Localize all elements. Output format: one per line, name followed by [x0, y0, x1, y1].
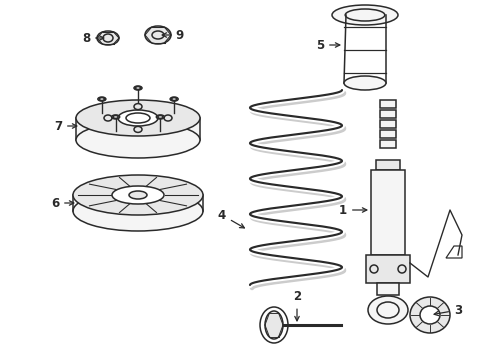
Ellipse shape: [419, 306, 439, 324]
Ellipse shape: [73, 175, 203, 215]
Bar: [76, 118, 200, 140]
Text: 3: 3: [433, 303, 461, 316]
Ellipse shape: [118, 110, 158, 126]
Ellipse shape: [156, 115, 164, 119]
Ellipse shape: [76, 100, 200, 136]
Bar: [379, 110, 395, 118]
Ellipse shape: [409, 297, 449, 333]
Bar: [370, 170, 404, 255]
Text: 1: 1: [338, 203, 366, 216]
Bar: [376, 283, 398, 295]
Text: 6: 6: [51, 197, 74, 210]
Text: 5: 5: [315, 39, 339, 51]
Ellipse shape: [73, 191, 203, 231]
Ellipse shape: [134, 86, 142, 90]
Bar: [365, 255, 409, 283]
Text: 7: 7: [54, 120, 77, 132]
Ellipse shape: [343, 76, 385, 90]
Text: 2: 2: [292, 291, 301, 321]
Ellipse shape: [367, 296, 407, 324]
Text: 4: 4: [218, 208, 244, 228]
Ellipse shape: [170, 97, 178, 101]
Bar: [379, 100, 395, 108]
Ellipse shape: [98, 97, 105, 101]
Text: 9: 9: [162, 28, 184, 41]
Ellipse shape: [97, 31, 119, 45]
Bar: [379, 120, 395, 128]
Ellipse shape: [76, 122, 200, 158]
Ellipse shape: [145, 26, 171, 44]
Ellipse shape: [129, 191, 147, 199]
Text: 8: 8: [81, 32, 103, 45]
Ellipse shape: [331, 5, 397, 25]
Bar: [379, 130, 395, 138]
Bar: [379, 140, 395, 148]
Bar: [375, 160, 399, 170]
Ellipse shape: [112, 186, 163, 204]
Ellipse shape: [264, 311, 283, 339]
Ellipse shape: [111, 115, 120, 119]
